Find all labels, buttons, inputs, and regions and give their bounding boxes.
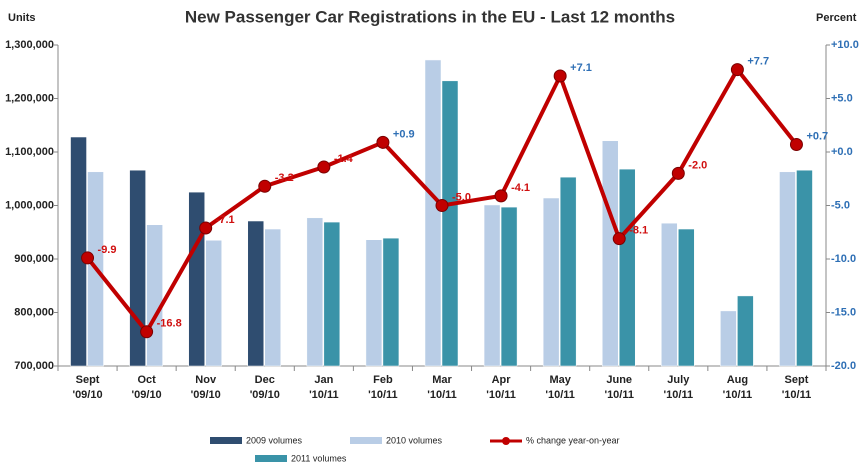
line-marker	[612, 232, 626, 246]
y-tick-label: 1,300,000	[5, 39, 54, 51]
x-tick-label: May '10/11	[545, 374, 575, 401]
bar	[306, 217, 324, 367]
bar	[500, 206, 518, 367]
bar	[618, 168, 636, 367]
line-marker	[199, 221, 213, 235]
bar	[323, 221, 341, 367]
x-tick-label: Dec '09/10	[250, 374, 280, 401]
y2-tick-label: -20.0	[831, 360, 856, 372]
x-tick-label: Feb '10/11	[368, 374, 398, 401]
line-marker	[730, 63, 744, 77]
data-label: -5.0	[452, 191, 471, 203]
line-marker	[789, 138, 803, 152]
line-marker	[258, 179, 272, 193]
y2-tick-label: +10.0	[831, 39, 859, 51]
bar	[661, 222, 678, 367]
data-label: -9.9	[98, 244, 117, 256]
line-marker	[81, 251, 95, 265]
bar	[678, 228, 695, 367]
chart-title: New Passenger Car Registrations in the E…	[185, 7, 675, 26]
data-label: -1.4	[334, 153, 354, 165]
line-marker	[435, 199, 449, 212]
x-tick-label: Mar '10/11	[427, 374, 457, 401]
bar	[483, 204, 501, 367]
bar	[737, 295, 754, 367]
y2-tick-label: -5.0	[831, 199, 850, 211]
bar	[601, 140, 619, 367]
legend-label: 2011 volumes	[291, 453, 347, 463]
bar	[441, 80, 459, 367]
y-tick-label: 1,000,000	[5, 199, 54, 211]
legend-label: 2010 volumes	[386, 435, 443, 445]
data-label: -2.0	[688, 159, 707, 171]
y-tick-label: 900,000	[14, 253, 54, 265]
data-label: -8.1	[629, 225, 648, 237]
bar	[720, 310, 737, 367]
bar	[146, 224, 163, 367]
line-marker	[140, 325, 154, 339]
legend-swatch	[502, 437, 510, 445]
legend-swatch	[210, 437, 242, 444]
line-marker	[317, 160, 331, 174]
bar	[365, 239, 383, 367]
y2-tick-label: -10.0	[831, 253, 856, 265]
data-label: +0.9	[393, 128, 415, 140]
x-tick-label: Oct '09/10	[132, 374, 162, 401]
y-tick-label: 700,000	[14, 360, 54, 372]
data-label: +7.7	[747, 56, 769, 68]
bar	[542, 197, 560, 367]
data-label: -3.2	[275, 172, 294, 184]
line-marker	[553, 69, 567, 83]
data-label: -4.1	[511, 182, 530, 194]
bar	[796, 169, 813, 367]
bar	[188, 191, 205, 367]
legend-swatch	[255, 455, 287, 462]
bar	[205, 240, 222, 367]
x-tick-label: July '10/11	[664, 374, 694, 401]
y-tick-label: 1,100,000	[5, 146, 54, 158]
y2-tick-label: -15.0	[831, 306, 856, 318]
x-tick-label: Sept '09/10	[72, 374, 102, 401]
y2-tick-label: +0.0	[831, 146, 853, 158]
legend-swatch	[350, 437, 382, 444]
line-marker	[671, 166, 685, 180]
x-tick-label: June '10/11	[604, 374, 634, 401]
y-tick-label: 800,000	[14, 306, 54, 318]
bar	[559, 176, 577, 367]
line-marker	[494, 189, 508, 203]
y2-tick-label: +5.0	[831, 92, 853, 104]
data-label: -16.8	[157, 318, 182, 330]
bar	[70, 136, 87, 367]
x-tick-label: Sept '10/11	[782, 374, 812, 401]
line-marker	[376, 135, 390, 149]
legend-label: % change year-on-year	[526, 435, 620, 445]
data-label: +7.1	[570, 62, 592, 74]
legend-label: 2009 volumes	[246, 435, 303, 445]
x-tick-label: Apr '10/11	[486, 374, 516, 401]
y2-axis-title: Percent	[816, 12, 857, 24]
x-tick-label: Aug '10/11	[723, 374, 753, 401]
bar	[382, 237, 400, 367]
bar	[779, 171, 796, 367]
bar	[424, 59, 442, 367]
x-tick-label: Jan '10/11	[309, 374, 339, 401]
data-label: +0.7	[806, 130, 828, 142]
y-tick-label: 1,200,000	[5, 92, 54, 104]
bar	[247, 220, 265, 367]
x-tick-label: Nov '09/10	[191, 374, 221, 401]
data-label: -7.1	[216, 214, 235, 226]
bar	[264, 228, 282, 367]
y-axis-title: Units	[8, 12, 36, 24]
